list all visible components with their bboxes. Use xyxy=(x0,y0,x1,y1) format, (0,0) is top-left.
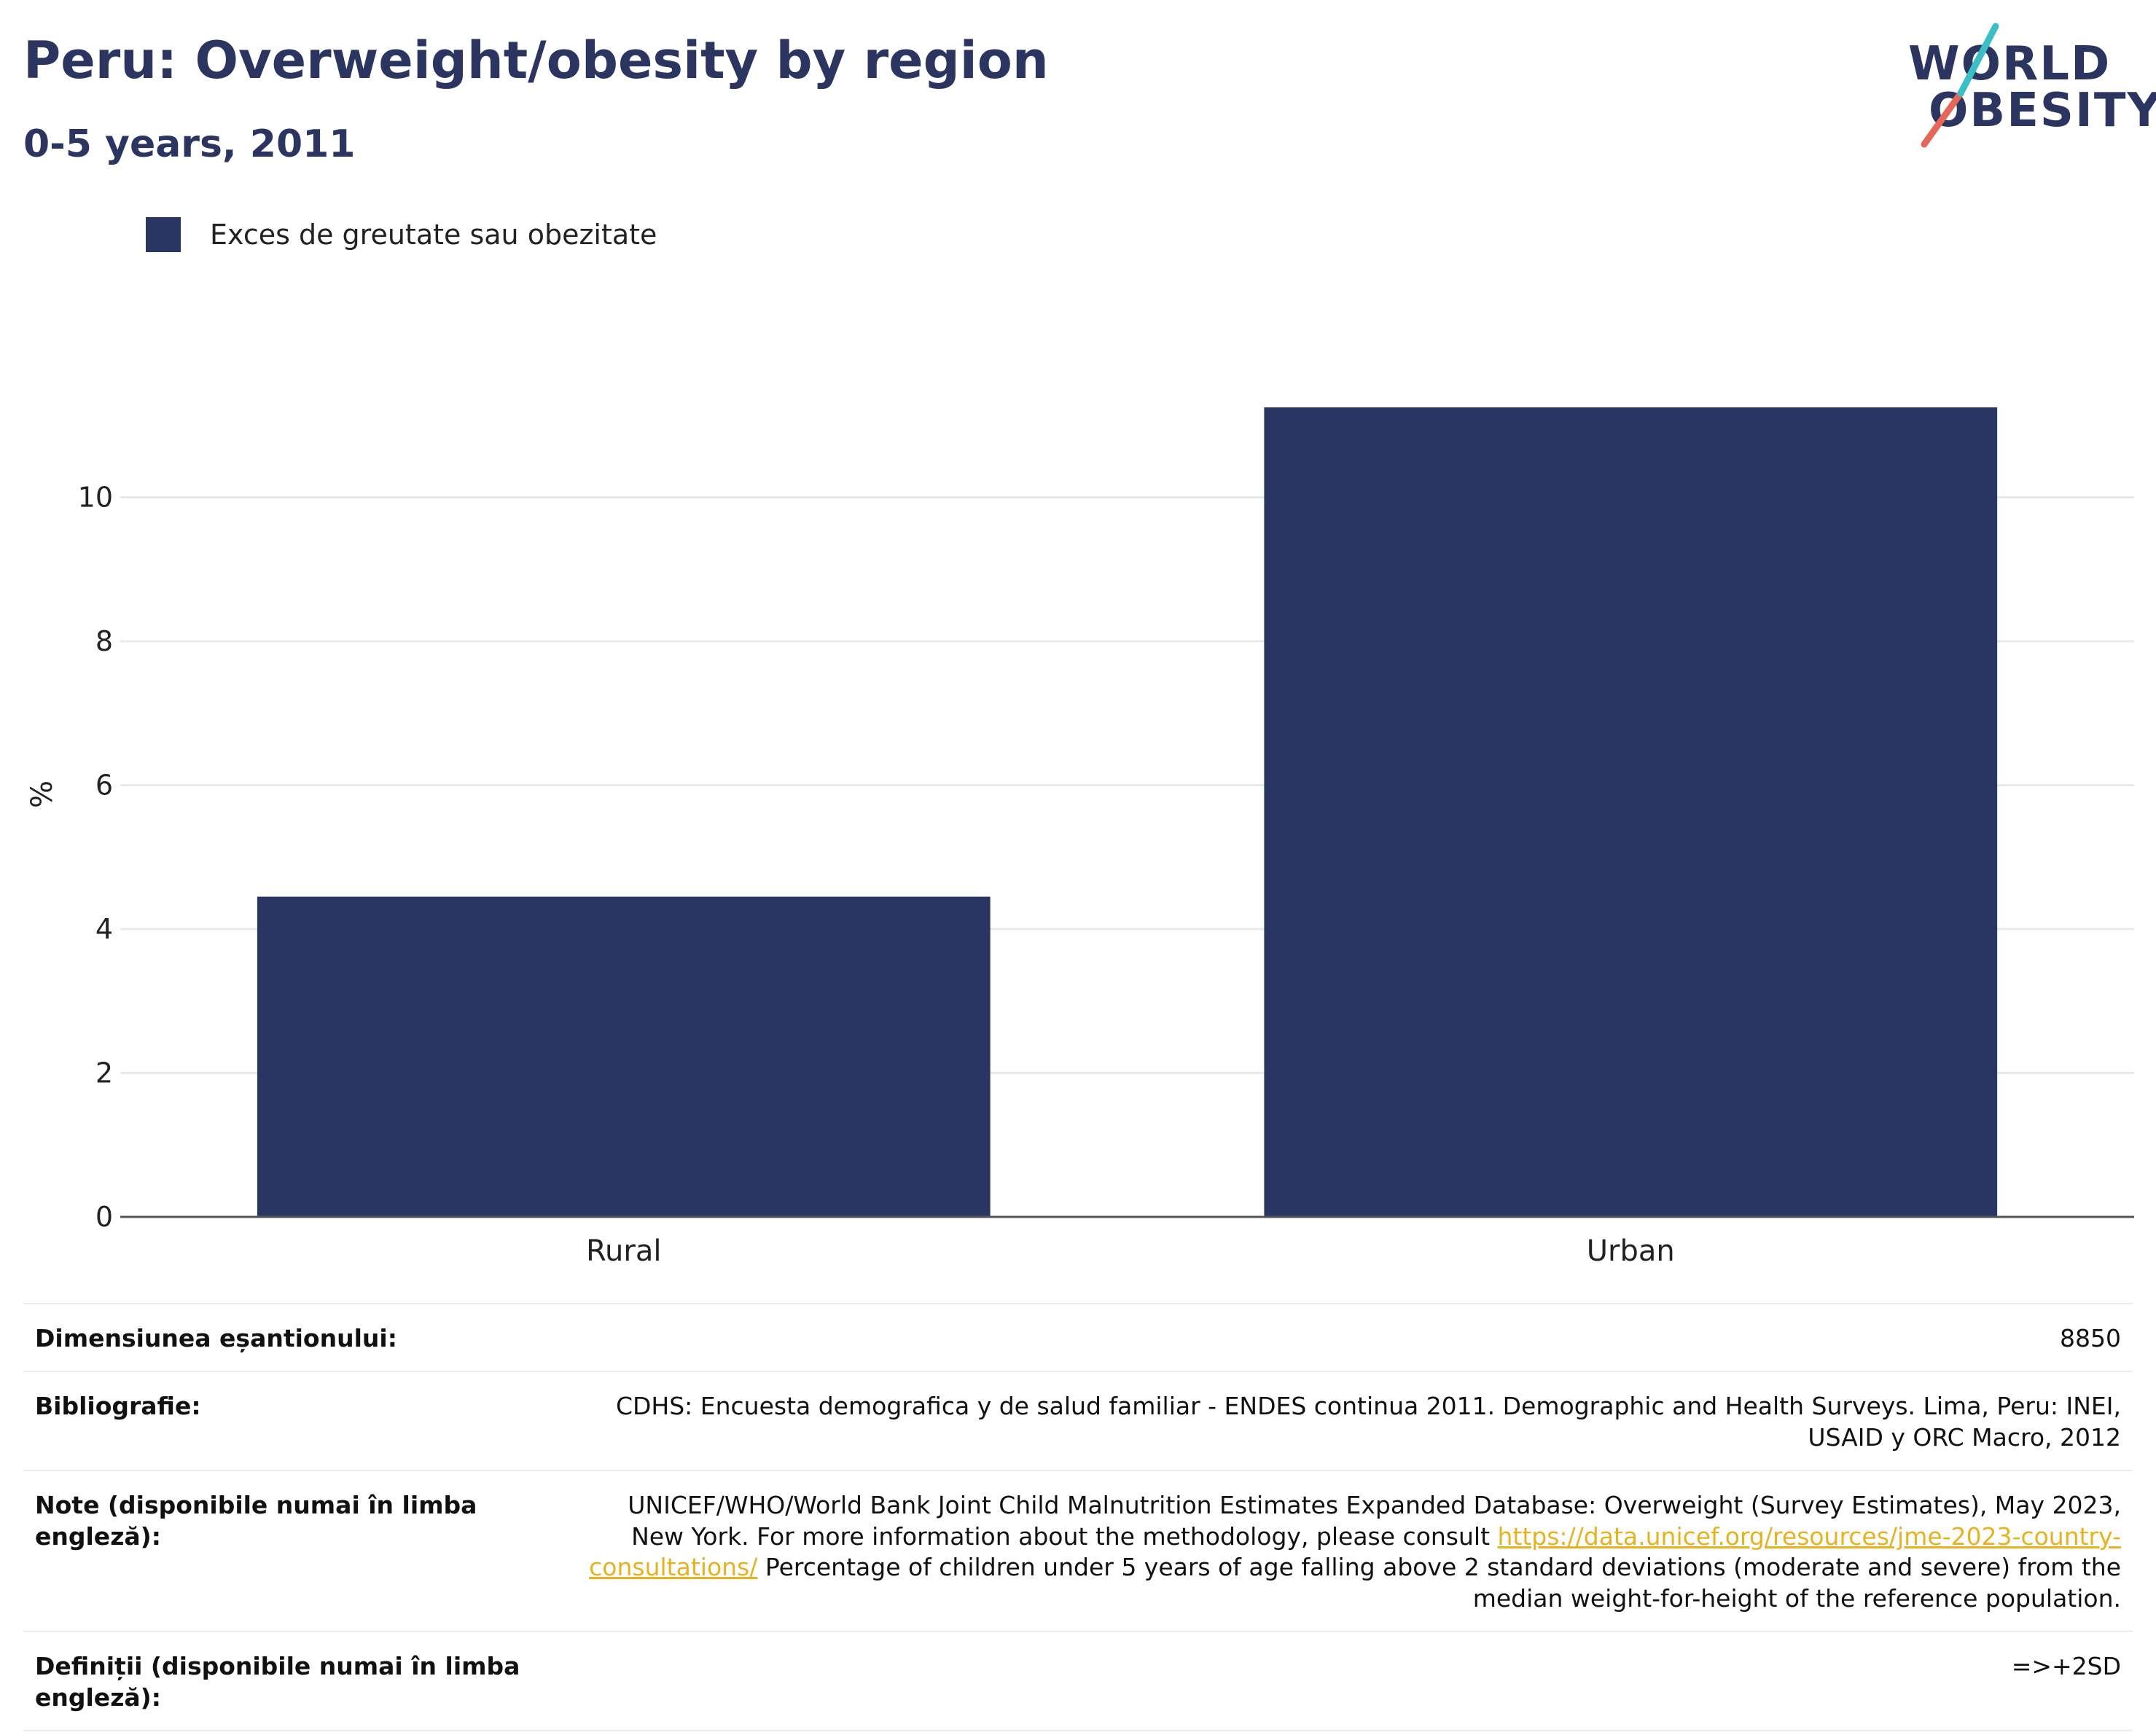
bar xyxy=(257,896,991,1217)
note-text-pre: UNICEF/WHO/World Bank Joint Child Malnut… xyxy=(628,1490,2121,1551)
legend-swatch xyxy=(146,217,181,252)
logo-line-2: OBESITY xyxy=(1929,84,2156,138)
chart-legend: Exces de greutate sau obezitate xyxy=(146,217,657,252)
table-row: Definiții (disponibile numai în limba en… xyxy=(23,1632,2133,1731)
meta-label: Note (disponibile numai în limba engleză… xyxy=(35,1490,477,1551)
y-tick-label: 0 xyxy=(95,1201,113,1233)
y-tick-label: 4 xyxy=(95,913,113,945)
meta-value: UNICEF/WHO/World Bank Joint Child Malnut… xyxy=(557,1470,2133,1632)
legend-label: Exces de greutate sau obezitate xyxy=(210,219,657,251)
x-tick-label: Urban xyxy=(1587,1234,1675,1268)
meta-value: CDHS: Encuesta demografica y de salud fa… xyxy=(615,1391,2121,1452)
methodology-link[interactable]: https://data.unicef.org/resources/jme-20… xyxy=(589,1521,2121,1582)
bar xyxy=(1264,407,1998,1217)
meta-label: Dimensiunea eșantionului: xyxy=(35,1324,397,1352)
table-row: Note (disponibile numai în limba engleză… xyxy=(23,1470,2133,1632)
page-subtitle: 0-5 years, 2011 xyxy=(23,122,356,166)
meta-value: 8850 xyxy=(2060,1324,2121,1352)
x-tick-label: Rural xyxy=(586,1234,661,1268)
meta-label: Definiții (disponibile numai în limba en… xyxy=(35,1652,520,1712)
meta-value: =>+2SD xyxy=(2011,1652,2121,1681)
y-tick-label: 6 xyxy=(95,769,113,802)
page-title: Peru: Overweight/obesity by region xyxy=(23,31,1049,90)
note-text-post: Percentage of children under 5 years of … xyxy=(757,1553,2121,1613)
logo-line-1: WORLD xyxy=(1908,37,2112,91)
metadata-table: Dimensiunea eșantionului: 8850 Bibliogra… xyxy=(23,1303,2133,1731)
meta-label: Bibliografie: xyxy=(35,1391,201,1420)
logo-slash-icon xyxy=(1921,23,1999,148)
y-tick-label: 10 xyxy=(78,482,113,514)
table-row: Bibliografie: CDHS: Encuesta demografica… xyxy=(23,1371,2133,1470)
bar-chart: 0 2 4 6 8 10 Rural Urban xyxy=(78,407,2134,1268)
table-row: Dimensiunea eșantionului: 8850 xyxy=(23,1304,2133,1371)
y-tick-label: 8 xyxy=(95,625,113,657)
y-tick-label: 2 xyxy=(95,1057,113,1089)
world-obesity-logo: WORLD OBESITY xyxy=(1902,20,2156,152)
